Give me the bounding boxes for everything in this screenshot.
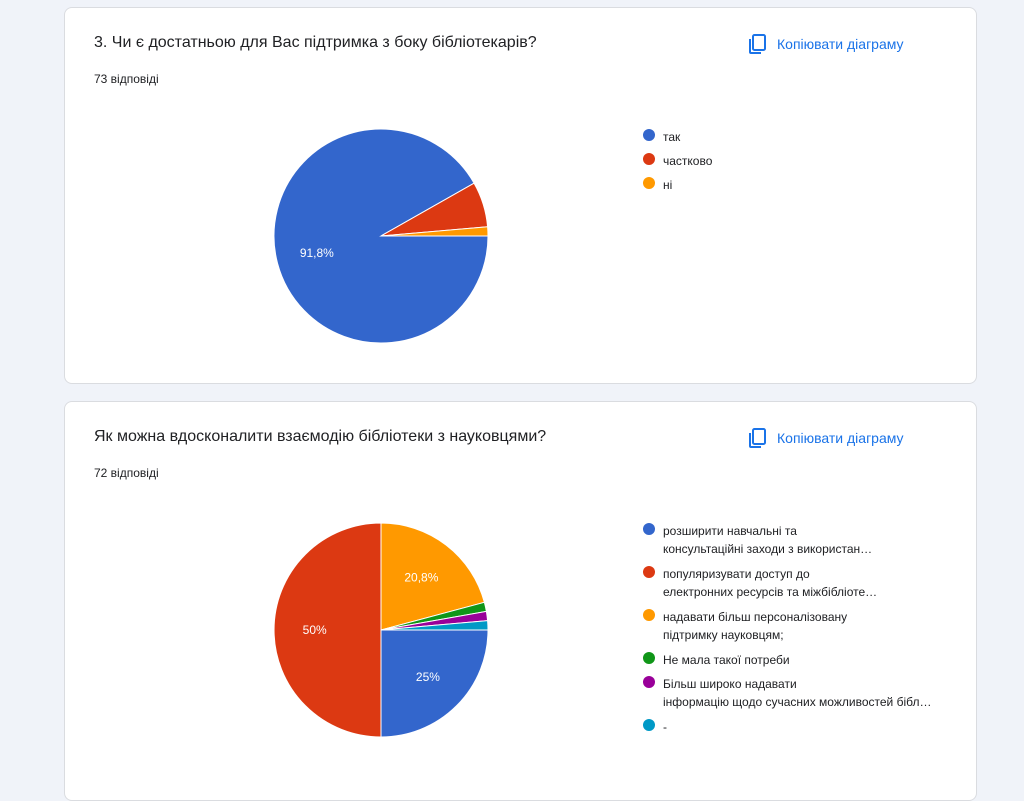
slice-percent-label: 91,8% xyxy=(300,246,334,260)
copy-icon xyxy=(749,34,766,54)
response-count: 72 відповіді xyxy=(94,466,159,480)
legend-label: частково xyxy=(663,154,713,168)
slice-percent-label: 20,8% xyxy=(404,570,438,584)
legend-label: Більш широко надавати інформацію щодо суч… xyxy=(663,677,933,709)
pie-chart-1: 91,8% xyxy=(273,128,489,344)
legend-label: - xyxy=(663,720,667,734)
copy-chart-button[interactable]: Копіювати діаграму xyxy=(745,32,904,56)
question-card-1: 3. Чи є достатньою для Вас підтримка з б… xyxy=(64,7,977,384)
legend-label: ні xyxy=(663,178,673,192)
pie-slice[interactable] xyxy=(380,226,489,237)
slice-percent-label: 25% xyxy=(416,670,440,684)
pie-slice[interactable] xyxy=(380,620,489,631)
legend-swatch xyxy=(643,129,655,141)
pie-slice[interactable] xyxy=(380,629,489,738)
legend-swatch xyxy=(643,177,655,189)
pie-slice[interactable] xyxy=(273,522,382,738)
copy-chart-label: Копіювати діаграму xyxy=(777,36,904,52)
copy-chart-button[interactable]: Копіювати діаграму xyxy=(745,426,904,450)
copy-icon xyxy=(749,428,766,448)
slice-percent-label: 50% xyxy=(303,623,327,637)
legend-label: надавати більш персоналізовану підтримку … xyxy=(663,610,848,642)
legend-label: розширити навчальні та консультаційні зах… xyxy=(663,524,873,556)
legend-label: Не мала такої потреби xyxy=(663,653,790,667)
copy-chart-label: Копіювати діаграму xyxy=(777,430,904,446)
question-title: 3. Чи є достатньою для Вас підтримка з б… xyxy=(94,34,537,51)
legend-swatch xyxy=(643,153,655,165)
pie-chart-2: 25% 50% 20,8% xyxy=(273,522,489,738)
legend-swatch xyxy=(643,719,655,731)
legend-swatch xyxy=(643,609,655,621)
response-count: 73 відповіді xyxy=(94,72,159,86)
pie-slice[interactable] xyxy=(380,522,485,631)
question-title: Як можна вдосконалити взаємодію бібліоте… xyxy=(94,428,547,445)
legend-swatch xyxy=(643,566,655,578)
legend-label: так xyxy=(663,130,681,144)
question-card-2: Як можна вдосконалити взаємодію бібліоте… xyxy=(64,401,977,801)
legend-swatch xyxy=(643,523,655,535)
legend-swatch xyxy=(643,676,655,688)
legend-swatch xyxy=(643,652,655,664)
legend-label: популяризувати доступ до електронних ресу… xyxy=(663,567,878,599)
